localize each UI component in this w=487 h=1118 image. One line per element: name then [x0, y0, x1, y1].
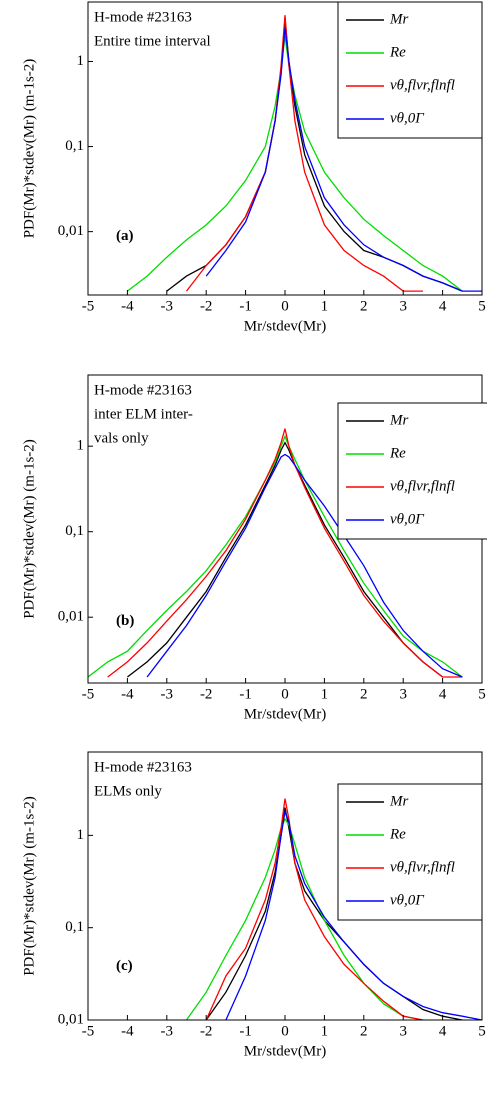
y-tick-label: 0,1 [65, 919, 84, 935]
x-tick-label: -5 [82, 1023, 95, 1039]
series-line [127, 441, 443, 678]
y-tick-label: 0,1 [65, 523, 84, 539]
x-tick-label: 4 [439, 686, 447, 702]
series-line [88, 434, 463, 678]
series-line [127, 35, 463, 292]
y-axis-label: PDF(Mr)*stdev(Mr) (m-1s-2) [21, 796, 37, 976]
panel: -5 -4 -3 -2 -1 0 1 2 3 4 5 0,01 0,1 1 Mr/stdev(Mr) PDF(… [21, 1, 486, 334]
x-tick-label: 5 [478, 298, 486, 314]
annotation: Entire time interval [94, 33, 211, 49]
annotation: ELMs only [94, 783, 162, 799]
legend-label: vθ,0Γ [390, 110, 425, 126]
x-axis-label: Mr/stdev(Mr) [244, 1043, 327, 1059]
legend-box [337, 402, 487, 540]
x-tick-label: 4 [439, 1023, 447, 1039]
y-tick-label: 0,1 [65, 138, 84, 154]
panel: -5 -4 -3 -2 -1 0 1 2 3 4 5 0,01 0,1 1 Mr/stdev(Mr) PDF(… [21, 374, 487, 722]
x-tick-label: 3 [399, 686, 407, 702]
y-axis-label: PDF(Mr)*stdev(Mr) (m-1s-2) [21, 439, 37, 619]
panel-label: (a) [116, 228, 134, 244]
legend-label: Mr [389, 11, 408, 27]
series-line [205, 27, 482, 292]
panel-label: (c) [116, 958, 133, 974]
panel-label: (b) [116, 613, 134, 629]
series-line [146, 453, 463, 678]
legend-label: vθ,flvr,flnfl [390, 859, 455, 875]
x-tick-label: 1 [321, 1023, 329, 1039]
x-tick-label: 2 [360, 686, 368, 702]
y-tick-label: 1 [77, 53, 85, 69]
legend-label: Mr [389, 412, 408, 428]
x-axis-label: Mr/stdev(Mr) [244, 318, 327, 334]
x-tick-label: -2 [200, 1023, 213, 1039]
legend-label: Re [389, 445, 406, 461]
x-tick-label: 3 [399, 1023, 407, 1039]
annotation: H-mode #23163 [94, 759, 192, 775]
y-tick-label: 0,01 [58, 609, 84, 625]
y-axis-label: PDF(Mr)*stdev(Mr) (m-1s-2) [21, 59, 37, 239]
annotation: vals only [94, 430, 149, 446]
y-tick-label: 0,01 [58, 223, 84, 239]
x-tick-label: 0 [281, 298, 289, 314]
legend-label: Mr [389, 793, 408, 809]
x-tick-label: -3 [161, 1023, 174, 1039]
x-tick-label: 0 [281, 686, 289, 702]
x-tick-label: -4 [121, 686, 134, 702]
x-tick-label: -3 [161, 298, 174, 314]
x-tick-label: -1 [239, 298, 252, 314]
x-tick-label: 2 [360, 1023, 368, 1039]
x-tick-label: 3 [399, 298, 407, 314]
legend-box [337, 1, 483, 139]
x-tick-label: -2 [200, 686, 213, 702]
x-tick-label: -5 [82, 686, 95, 702]
legend-label: vθ,0Γ [390, 892, 425, 908]
x-tick-label: -1 [239, 1023, 252, 1039]
x-axis-label: Mr/stdev(Mr) [244, 706, 327, 722]
panel: -5 -4 -3 -2 -1 0 1 2 3 4 5 0,01 0,1 1 Mr/stdev(Mr) PDF(… [21, 751, 486, 1059]
y-tick-label: 0,01 [58, 1011, 84, 1027]
x-tick-label: 0 [281, 1023, 289, 1039]
x-tick-label: 4 [439, 298, 447, 314]
y-tick-label: 1 [77, 827, 85, 843]
legend-label: Re [389, 44, 406, 60]
legend-label: vθ,flvr,flnfl [390, 77, 455, 93]
x-tick-label: 5 [478, 686, 486, 702]
annotation: H-mode #23163 [94, 382, 192, 398]
series-line [107, 428, 463, 678]
x-tick-label: 1 [321, 686, 329, 702]
x-tick-label: -3 [161, 686, 174, 702]
annotation: H-mode #23163 [94, 9, 192, 25]
x-tick-label: 1 [321, 298, 329, 314]
x-tick-label: 2 [360, 298, 368, 314]
y-tick-label: 1 [77, 438, 85, 454]
x-tick-label: -4 [121, 298, 134, 314]
legend-label: vθ,0Γ [390, 511, 425, 527]
legend-box [337, 783, 483, 921]
legend-label: vθ,flvr,flnfl [390, 478, 455, 494]
annotation: inter ELM inter- [94, 406, 193, 422]
x-tick-label: -4 [121, 1023, 134, 1039]
legend-label: Re [389, 826, 406, 842]
x-tick-label: -2 [200, 298, 213, 314]
x-tick-label: 5 [478, 1023, 486, 1039]
x-tick-label: -5 [82, 298, 95, 314]
series-line [225, 809, 482, 1020]
x-tick-label: -1 [239, 686, 252, 702]
